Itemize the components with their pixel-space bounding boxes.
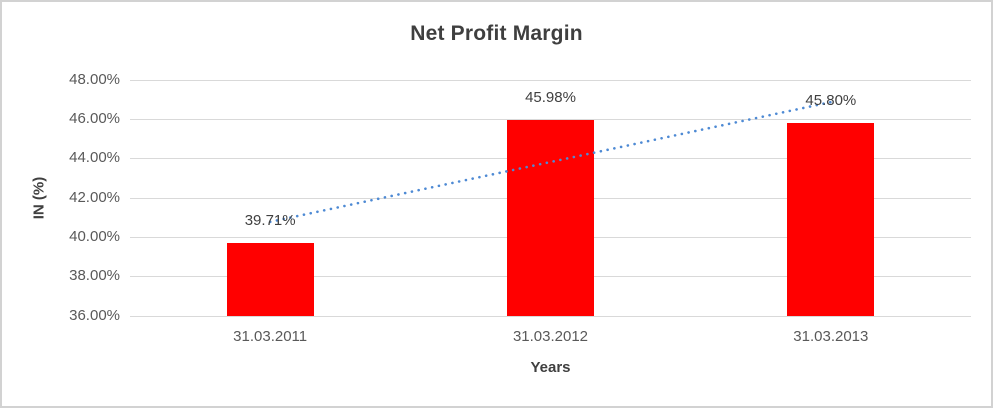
y-tick-label: 38.00% — [69, 267, 120, 284]
y-tick-label: 44.00% — [69, 149, 120, 166]
x-tick-label: 31.03.2012 — [512, 328, 589, 345]
bar-31.03.2012 — [507, 119, 594, 316]
data-label: 45.80% — [805, 92, 857, 110]
data-label: 45.98% — [525, 88, 576, 106]
gridline — [130, 316, 971, 317]
y-tick-label: 36.00% — [69, 307, 120, 324]
y-tick-label: 42.00% — [69, 189, 120, 206]
bar-31.03.2013 — [787, 123, 875, 316]
chart-title: Net Profit Margin — [410, 22, 583, 45]
y-tick-label: 40.00% — [69, 228, 120, 245]
x-axis-title: Years — [530, 359, 571, 376]
y-tick-label: 46.00% — [69, 110, 120, 127]
data-label: 39.71% — [244, 212, 296, 230]
x-tick-label: 31.03.2013 — [793, 328, 869, 345]
x-tick-label: 31.03.2011 — [233, 328, 308, 345]
y-tick-label: 48.00% — [69, 71, 120, 88]
gridline — [130, 80, 971, 81]
bar-31.03.2011 — [226, 243, 314, 316]
